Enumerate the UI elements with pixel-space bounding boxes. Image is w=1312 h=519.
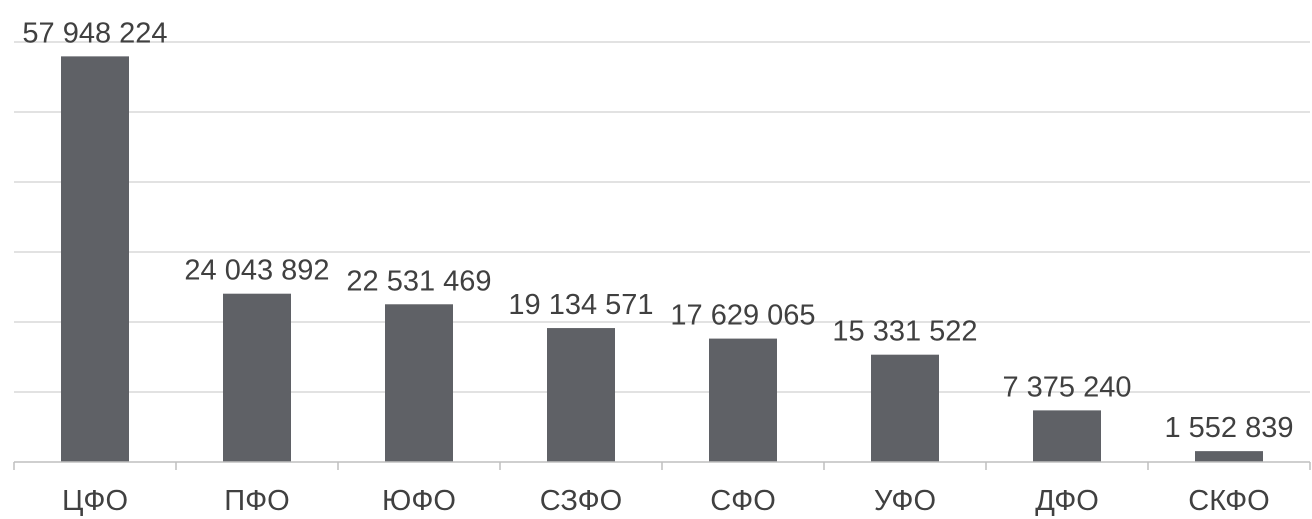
bar-5 (709, 338, 777, 462)
category-label: ПФО (224, 485, 289, 517)
category-label: СФО (710, 485, 776, 517)
category-label: УФО (874, 485, 936, 517)
gridlines (14, 41, 1310, 393)
bar-2 (223, 293, 291, 462)
value-label: 22 531 469 (346, 265, 491, 297)
category-labels: ЦФО ПФО ЮФО СЗФО СФО УФО ДФО СКФО (62, 485, 1270, 517)
bar-1 (61, 56, 129, 463)
bar-4 (547, 328, 615, 462)
category-label: ДФО (1035, 485, 1099, 517)
bars (61, 56, 1263, 463)
value-label: 1 552 839 (1164, 412, 1293, 444)
bar-8 (1195, 451, 1263, 462)
category-label: ЦФО (62, 485, 128, 517)
bar-6 (871, 354, 939, 462)
value-label: 57 948 224 (22, 17, 167, 49)
category-label: СКФО (1188, 485, 1269, 517)
value-label: 17 629 065 (670, 300, 815, 332)
value-label: 24 043 892 (184, 255, 329, 287)
value-label: 15 331 522 (832, 316, 977, 348)
category-label: ЮФО (382, 485, 456, 517)
value-label: 7 375 240 (1002, 371, 1131, 403)
bar-3 (385, 304, 453, 462)
value-label: 19 134 571 (508, 289, 653, 321)
category-label: СЗФО (540, 485, 622, 517)
bar-7 (1033, 410, 1101, 462)
x-axis (13, 461, 1311, 470)
value-labels: 57 948 224 24 043 892 22 531 469 19 134 571… (22, 17, 1293, 444)
